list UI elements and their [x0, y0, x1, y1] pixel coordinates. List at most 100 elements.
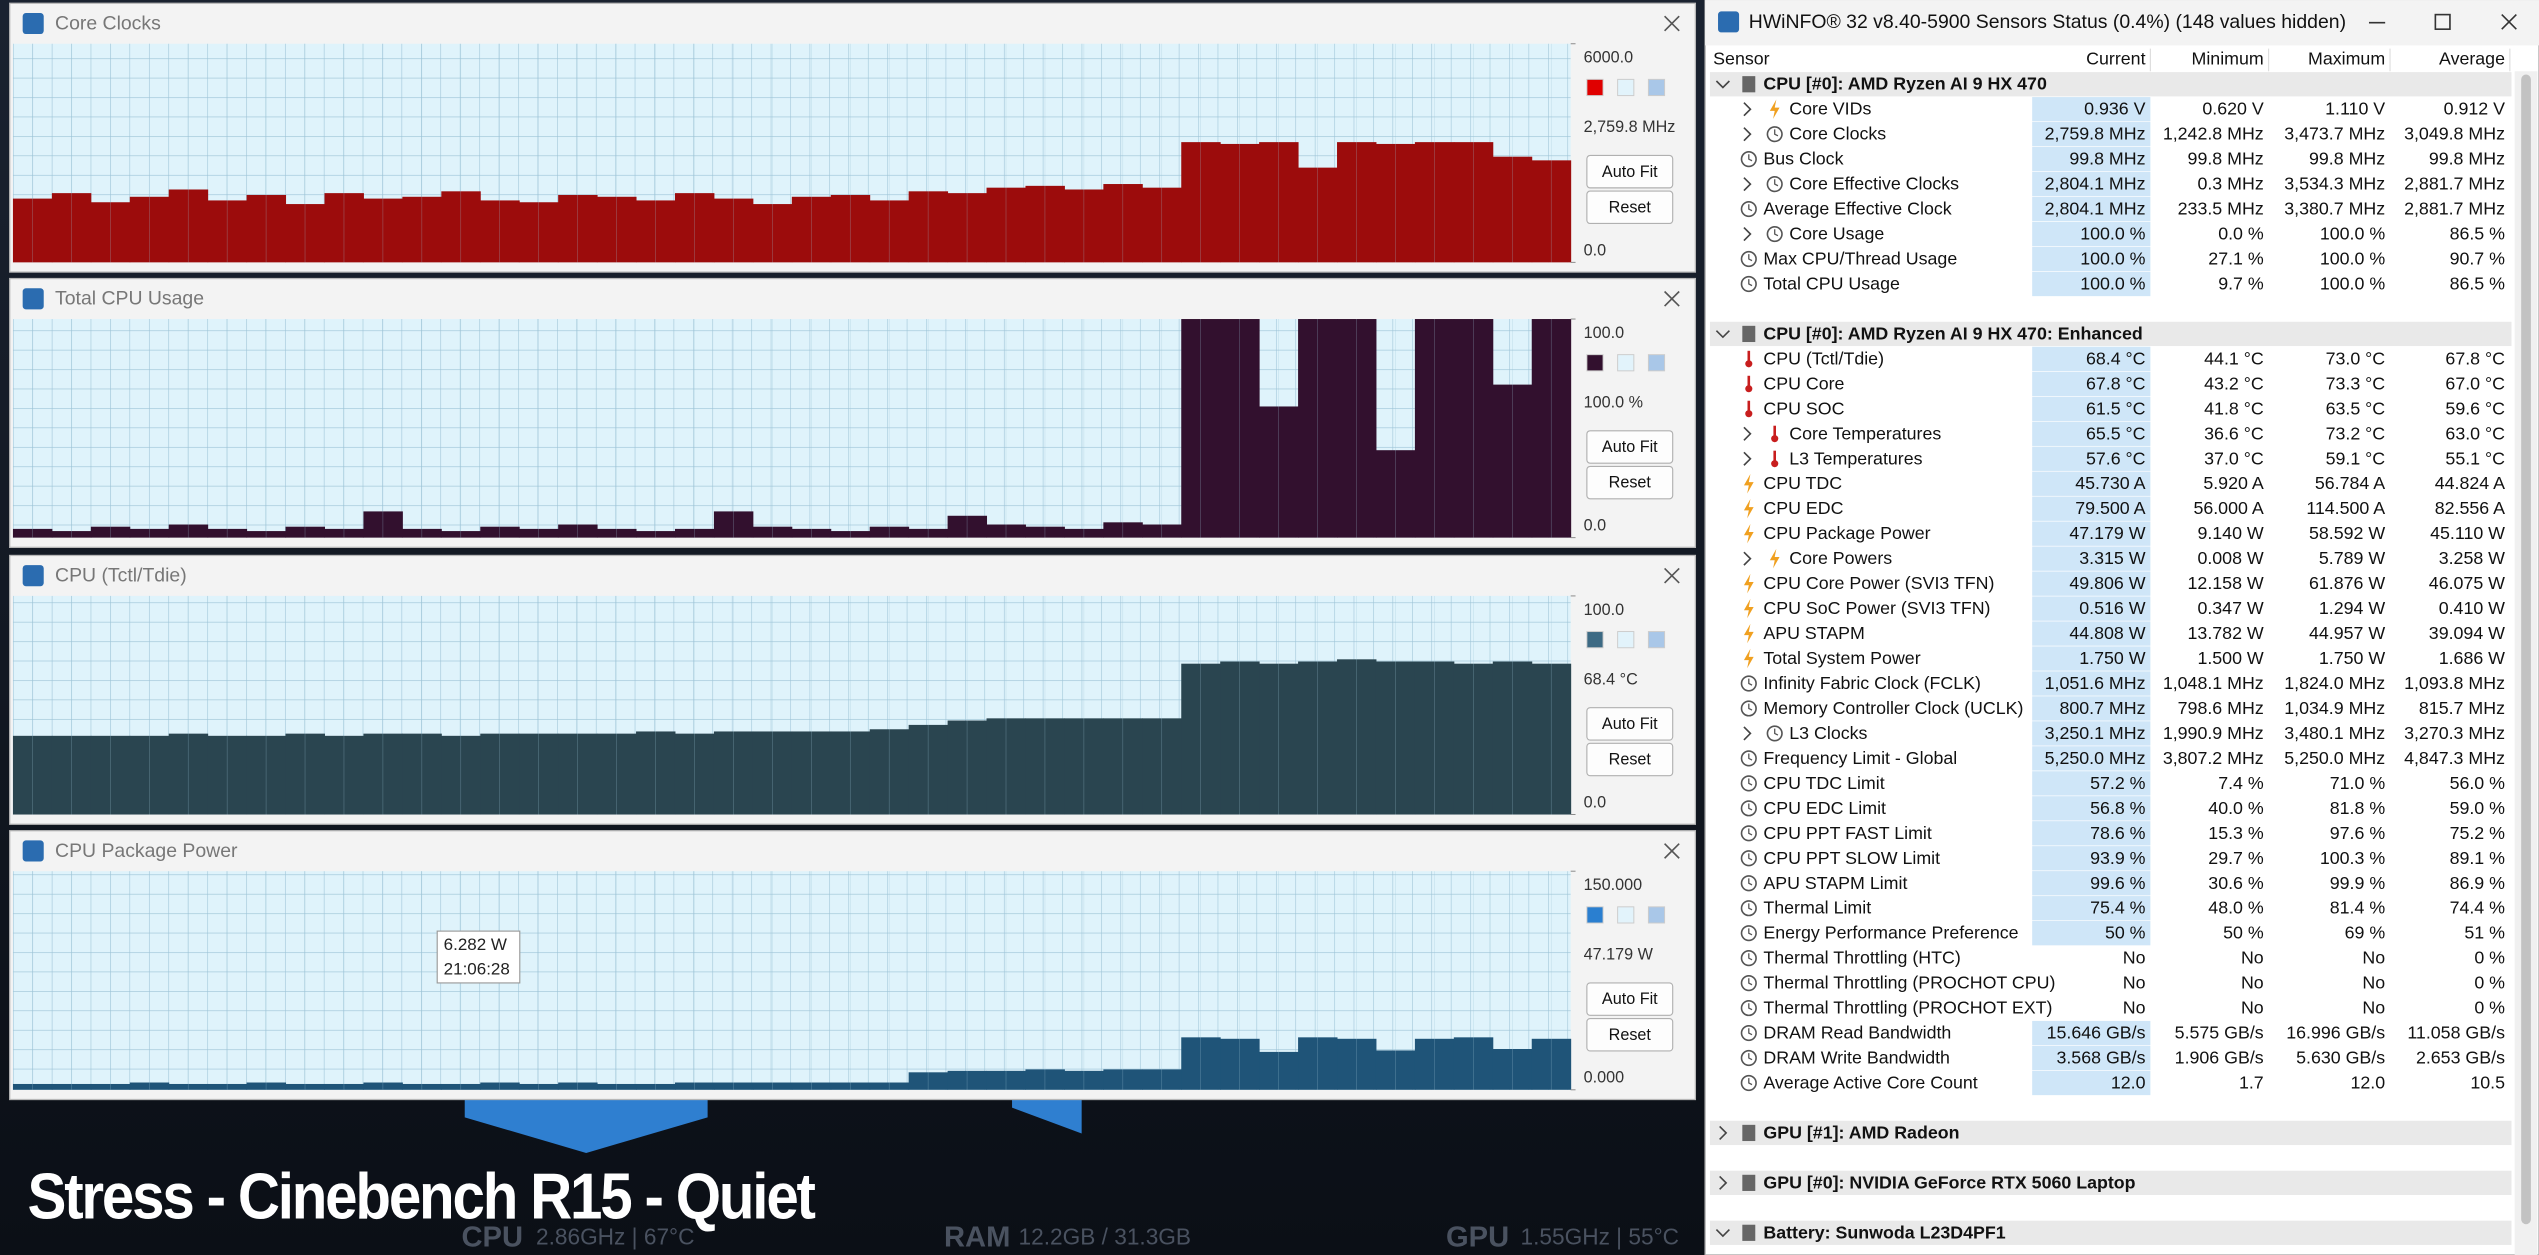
sensor-name[interactable]: Core VIDs [1789, 99, 1871, 119]
expander[interactable] [1743, 426, 1752, 441]
group-name[interactable]: Battery: Sunwoda L23D4PF1 [1763, 1222, 2005, 1242]
sensor-name[interactable]: Core Powers [1789, 548, 1892, 568]
sensor-name[interactable]: CPU Core [1763, 373, 1844, 393]
button[interactable]: Reset [1586, 742, 1674, 777]
sensor-name[interactable]: Memory Controller Clock (UCLK) [1763, 698, 2023, 718]
button-face[interactable] [1586, 430, 1674, 464]
expander[interactable] [1743, 451, 1752, 466]
expander[interactable] [1715, 1229, 1730, 1238]
button-label[interactable]: Reset [1609, 1026, 1652, 1044]
expander[interactable] [1743, 127, 1752, 142]
sensor-name[interactable]: Core Temperatures [1789, 423, 1941, 443]
sensor-name[interactable]: Average Active Core Count [1763, 1073, 1977, 1093]
sensor-name[interactable]: Thermal Throttling (HTC) [1763, 948, 1960, 968]
expander[interactable] [1743, 726, 1752, 741]
button[interactable]: Auto Fit [1586, 154, 1674, 189]
sensor-name[interactable]: CPU Package Power [1763, 523, 1930, 543]
column-header[interactable]: Minimum [2192, 49, 2264, 69]
color-swatch[interactable] [1617, 906, 1635, 924]
expander[interactable] [1743, 102, 1752, 117]
sensor-name[interactable]: CPU TDC Limit [1763, 773, 1884, 793]
sensor-name[interactable]: Total CPU Usage [1763, 274, 1900, 294]
scrollbar-thumb[interactable] [2521, 74, 2531, 1225]
color-swatch[interactable] [1586, 906, 1604, 924]
sensor-name[interactable]: Infinity Fabric Clock (FCLK) [1763, 673, 1981, 693]
color-swatch[interactable] [1647, 78, 1666, 97]
color-swatch[interactable] [1647, 906, 1666, 924]
column-header[interactable]: Sensor [1713, 49, 1769, 69]
sensor-name[interactable]: CPU TDC [1763, 473, 1842, 493]
sensor-name[interactable]: CPU (Tctl/Tdie) [1763, 348, 1884, 368]
color-swatch[interactable] [1586, 631, 1604, 649]
sensor-name[interactable]: CPU PPT FAST Limit [1763, 823, 1932, 843]
column-header[interactable]: Current [2086, 49, 2145, 69]
button[interactable]: Reset [1586, 190, 1674, 225]
button-label[interactable]: Reset [1609, 474, 1652, 492]
maximize-button[interactable] [2434, 13, 2451, 30]
button[interactable]: Auto Fit [1586, 982, 1674, 1016]
sensor-name[interactable]: L3 Clocks [1789, 723, 1867, 743]
sensor-name[interactable]: L3 Temperatures [1789, 448, 1922, 468]
button-face[interactable] [1586, 190, 1674, 225]
expander[interactable] [1719, 1125, 1728, 1140]
button-label[interactable]: Auto Fit [1602, 990, 1658, 1008]
expander[interactable] [1719, 1175, 1728, 1190]
close-button[interactable] [1664, 843, 1680, 859]
color-swatch[interactable] [1586, 78, 1604, 97]
sensor-name[interactable]: Core Effective Clocks [1789, 174, 1959, 194]
color-swatch[interactable] [1617, 78, 1635, 97]
button-face[interactable] [1586, 1017, 1674, 1052]
sensor-name[interactable]: APU STAPM Limit [1763, 873, 1907, 893]
sensor-name[interactable]: Average Effective Clock [1763, 199, 1951, 219]
button-face[interactable] [1586, 154, 1674, 189]
button-label[interactable]: Reset [1609, 751, 1652, 769]
sensor-name[interactable]: Bus Clock [1763, 149, 1843, 169]
group-name[interactable]: GPU [#1]: AMD Radeon [1763, 1122, 1959, 1142]
button-face[interactable] [1586, 707, 1674, 741]
color-swatch[interactable] [1647, 354, 1666, 372]
group-name[interactable]: CPU [#0]: AMD Ryzen AI 9 HX 470: Enhance… [1763, 323, 2142, 343]
button[interactable]: Auto Fit [1586, 707, 1674, 741]
sensor-name[interactable]: CPU SOC [1763, 398, 1844, 418]
sensor-name[interactable]: CPU EDC Limit [1763, 798, 1886, 818]
expander[interactable] [1715, 80, 1730, 89]
button[interactable]: Reset [1586, 465, 1674, 500]
sensor-name[interactable]: Energy Performance Preference [1763, 923, 2018, 943]
group-name[interactable]: GPU [#0]: NVIDIA GeForce RTX 5060 Laptop [1763, 1172, 2135, 1192]
close-button[interactable] [1664, 290, 1680, 307]
sensor-name[interactable]: Thermal Throttling (PROCHOT EXT) [1763, 998, 2052, 1018]
color-swatch[interactable] [1647, 631, 1666, 649]
sensor-name[interactable]: DRAM Write Bandwidth [1763, 1048, 1950, 1068]
expander[interactable] [1743, 551, 1752, 566]
close-button[interactable] [2501, 14, 2517, 30]
button-label[interactable]: Auto Fit [1602, 163, 1658, 181]
sensor-name[interactable]: CPU SoC Power (SVI3 TFN) [1763, 598, 1990, 618]
sensor-name[interactable]: Thermal Limit [1763, 898, 1871, 918]
close-button[interactable] [1664, 15, 1680, 32]
column-header[interactable]: Maximum [2308, 49, 2385, 69]
expander[interactable] [1715, 330, 1730, 339]
column-header[interactable]: Average [2439, 49, 2505, 69]
button[interactable]: Auto Fit [1586, 430, 1674, 464]
button[interactable]: Reset [1586, 1017, 1674, 1052]
sensor-name[interactable]: DRAM Read Bandwidth [1763, 1023, 1951, 1043]
button-face[interactable] [1586, 982, 1674, 1016]
group-name[interactable]: CPU [#0]: AMD Ryzen AI 9 HX 470 [1763, 74, 2047, 94]
sensor-name[interactable]: Max CPU/Thread Usage [1763, 249, 1957, 269]
button-face[interactable] [1586, 742, 1674, 777]
color-swatch[interactable] [1586, 354, 1604, 372]
button-label[interactable]: Auto Fit [1602, 715, 1658, 733]
color-swatch[interactable] [1617, 354, 1635, 372]
button-face[interactable] [1586, 465, 1674, 500]
sensor-name[interactable]: Frequency Limit - Global [1763, 748, 1957, 768]
sensor-name[interactable]: Total System Power [1763, 648, 1920, 668]
sensor-name[interactable]: CPU Core Power (SVI3 TFN) [1763, 573, 1994, 593]
expander[interactable] [1743, 227, 1752, 242]
sensor-name[interactable]: CPU EDC [1763, 498, 1843, 518]
close-button[interactable] [1664, 567, 1680, 584]
sensor-name[interactable]: Core Clocks [1789, 124, 1886, 144]
sensor-name[interactable]: CPU PPT SLOW Limit [1763, 848, 1940, 868]
button-label[interactable]: Reset [1609, 198, 1652, 216]
sensor-name[interactable]: APU STAPM [1763, 623, 1865, 643]
sensor-name[interactable]: Core Usage [1789, 224, 1884, 244]
